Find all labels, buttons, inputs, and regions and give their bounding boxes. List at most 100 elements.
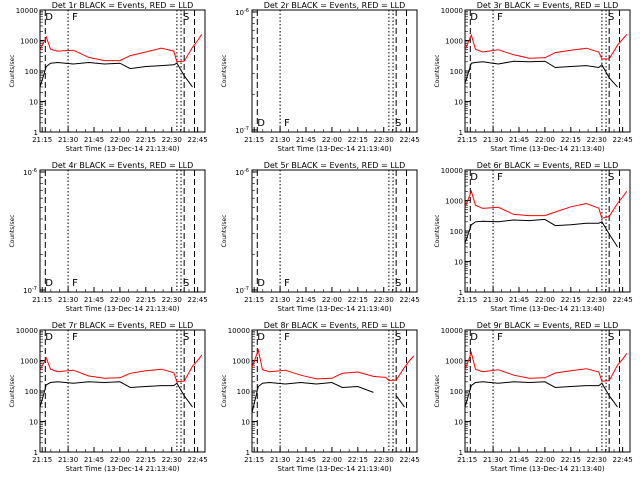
lld-series-line xyxy=(39,34,203,63)
chart-panel-9: Det 9r BLACK = Events, RED = LLD 10000 100… xyxy=(434,321,633,473)
x-axis-label: Start Time (13-Dec-14 21:13:40) xyxy=(490,145,604,153)
x-tick-label: 21:30 xyxy=(58,136,78,144)
y-tick-label: 10 xyxy=(454,99,463,107)
x-tick-label: 21:15 xyxy=(457,456,477,464)
y-tick-label: 10-6 xyxy=(23,168,37,177)
x-tick-label: 22:00 xyxy=(535,456,555,464)
marker-label-D: D xyxy=(45,12,53,23)
x-tick-label: 21:30 xyxy=(58,296,78,304)
plot-frame xyxy=(251,329,418,453)
marker-label-F: F xyxy=(497,172,503,183)
x-tick-label: 21:45 xyxy=(84,136,104,144)
x-tick-label: 22:30 xyxy=(374,296,394,304)
y-axis-label: Counts/sec xyxy=(221,374,228,407)
y-tick-label: 10-7 xyxy=(235,286,249,295)
y-tick-label: 100 xyxy=(237,388,250,396)
plot-frame xyxy=(251,169,418,293)
x-tick-label: 21:30 xyxy=(270,456,290,464)
x-tick-label: 22:45 xyxy=(188,136,208,144)
x-axis-label: Start Time (13-Dec-14 21:13:40) xyxy=(490,305,604,313)
marker-label-D: D xyxy=(470,172,478,183)
x-tick-label: 22:15 xyxy=(136,456,156,464)
y-axis-label: Counts/sec xyxy=(221,214,228,247)
lld-series-line xyxy=(251,348,415,382)
x-tick-label: 22:30 xyxy=(162,136,182,144)
chart-panel-3: Det 3r BLACK = Events, RED = LLD 10000 100… xyxy=(434,1,633,153)
marker-label-F: F xyxy=(284,332,290,343)
x-axis-label: Start Time (13-Dec-14 21:13:40) xyxy=(490,465,604,473)
y-tick-label: 100 xyxy=(450,228,463,236)
x-tick-label: 22:15 xyxy=(348,296,368,304)
plot-frame xyxy=(39,329,206,453)
y-tick-label: 10000 xyxy=(441,327,463,335)
y-tick-label: 1000 xyxy=(445,38,463,46)
marker-label-F: F xyxy=(497,12,503,23)
marker-label-D: D xyxy=(45,278,53,289)
y-axis-label: Counts/sec xyxy=(434,214,441,247)
y-tick-label: 1 xyxy=(459,129,463,137)
x-tick-label: 21:45 xyxy=(296,296,316,304)
x-tick-label: 21:15 xyxy=(457,136,477,144)
y-tick-label: 10-6 xyxy=(235,8,249,17)
marker-label-S: S xyxy=(608,12,614,23)
x-tick-label: 22:00 xyxy=(322,296,342,304)
x-tick-label: 21:30 xyxy=(483,296,503,304)
x-tick-label: 22:15 xyxy=(561,456,581,464)
y-tick-label: 1 xyxy=(459,449,463,457)
y-tick-label: 10 xyxy=(29,419,38,427)
y-tick-label: 1 xyxy=(459,289,463,297)
x-tick-label: 22:45 xyxy=(188,296,208,304)
marker-label-D: D xyxy=(257,332,265,343)
x-tick-label: 22:00 xyxy=(535,296,555,304)
x-tick-label: 21:15 xyxy=(457,296,477,304)
marker-label-D: D xyxy=(257,278,265,289)
chart-panel-2: Det 2r BLACK = Events, RED = LLD 10-6 10-7… xyxy=(221,1,420,153)
chart-panel-4: Det 4r BLACK = Events, RED = LLD 10-6 10-7… xyxy=(9,161,208,313)
y-tick-label: 10 xyxy=(29,99,38,107)
x-tick-label: 22:15 xyxy=(136,296,156,304)
y-axis-label: Counts/sec xyxy=(434,374,441,407)
x-tick-label: 22:30 xyxy=(587,136,607,144)
lld-series-line xyxy=(464,189,628,219)
x-tick-label: 21:45 xyxy=(296,136,316,144)
y-axis-label: Counts/sec xyxy=(221,54,228,87)
x-tick-label: 21:15 xyxy=(244,296,264,304)
marker-label-F: F xyxy=(72,12,78,23)
x-axis-label: Start Time (13-Dec-14 21:13:40) xyxy=(65,465,179,473)
marker-label-F: F xyxy=(497,332,503,343)
y-tick-label: 1000 xyxy=(445,358,463,366)
x-tick-label: 22:15 xyxy=(561,136,581,144)
marker-label-S: S xyxy=(395,332,401,343)
x-tick-label: 22:45 xyxy=(188,456,208,464)
panel-title: Det 4r BLACK = Events, RED = LLD xyxy=(52,161,194,170)
marker-label-D: D xyxy=(470,332,478,343)
x-tick-label: 22:45 xyxy=(400,296,420,304)
marker-label-F: F xyxy=(284,278,290,289)
x-tick-label: 21:15 xyxy=(32,136,52,144)
chart-panel-8: Det 8r BLACK = Events, RED = LLD 10000 100… xyxy=(221,321,420,473)
x-tick-label: 22:15 xyxy=(561,296,581,304)
y-tick-label: 1000 xyxy=(445,198,463,206)
y-tick-label: 1000 xyxy=(232,358,250,366)
marker-label-S: S xyxy=(395,278,401,289)
x-tick-label: 21:15 xyxy=(244,136,264,144)
panel-title: Det 3r BLACK = Events, RED = LLD xyxy=(477,1,619,10)
panel-title: Det 7r BLACK = Events, RED = LLD xyxy=(52,321,194,330)
x-tick-label: 22:00 xyxy=(110,136,130,144)
x-tick-label: 22:30 xyxy=(374,136,394,144)
x-axis-label: Start Time (13-Dec-14 21:13:40) xyxy=(65,305,179,313)
plot-frame xyxy=(39,9,206,133)
x-tick-label: 21:30 xyxy=(270,136,290,144)
y-axis-label: Counts/sec xyxy=(9,54,16,87)
chart-panel-5: Det 5r BLACK = Events, RED = LLD 10-6 10-7… xyxy=(221,161,420,313)
x-tick-label: 22:30 xyxy=(162,296,182,304)
y-tick-label: 10-6 xyxy=(235,168,249,177)
x-tick-label: 22:30 xyxy=(374,456,394,464)
y-tick-exponent: -7 xyxy=(32,286,37,292)
marker-label-D: D xyxy=(257,118,265,129)
y-tick-label: 1 xyxy=(34,449,38,457)
marker-label-S: S xyxy=(608,332,614,343)
x-tick-label: 22:00 xyxy=(110,456,130,464)
y-axis-label: Counts/sec xyxy=(9,214,16,247)
x-tick-label: 21:45 xyxy=(509,456,529,464)
